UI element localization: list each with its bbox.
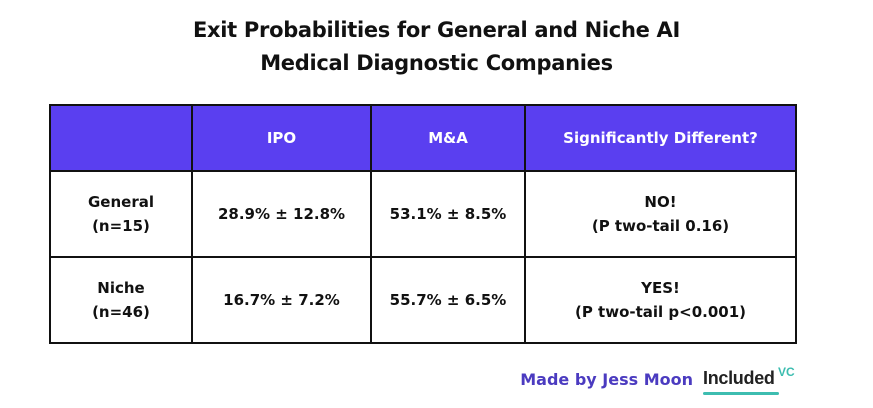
row-label-general: General (n=15) <box>49 170 193 258</box>
significance-p-value: (P two-tail p<0.001) <box>574 303 747 321</box>
cell-niche-significance: YES! (P two-tail p<0.001) <box>524 256 797 344</box>
cell-general-m-and-a: 53.1% ± 8.5% <box>370 170 526 258</box>
chart-title: Exit Probabilities for General and Niche… <box>0 14 873 80</box>
significance-verdict: NO! <box>644 193 677 211</box>
row-label-niche: Niche (n=46) <box>49 256 193 344</box>
header-empty-cell <box>49 104 193 172</box>
logo-wordmark: Included <box>703 368 775 388</box>
chart-title-line-2: Medical Diagnostic Companies <box>260 51 613 75</box>
header-m-and-a: M&A <box>370 104 526 172</box>
logo-underline <box>703 392 779 395</box>
row-label-sample-size: (n=46) <box>92 303 150 321</box>
chart-title-line-1: Exit Probabilities for General and Niche… <box>192 18 681 42</box>
cell-general-ipo: 28.9% ± 12.8% <box>191 170 372 258</box>
table-row-niche: Niche (n=46) 16.7% ± 7.2% 55.7% ± 6.5% Y… <box>49 256 797 344</box>
cell-niche-m-and-a: 55.7% ± 6.5% <box>370 256 526 344</box>
row-label-name: General <box>88 193 154 211</box>
significance-p-value: (P two-tail 0.16) <box>591 217 730 235</box>
made-by-credit: Made by Jess Moon <box>520 370 693 389</box>
table-header-row: IPO M&A Significantly Different? <box>49 104 797 172</box>
cell-niche-ipo: 16.7% ± 7.2% <box>191 256 372 344</box>
header-ipo: IPO <box>191 104 372 172</box>
footer: Made by Jess Moon Included VC <box>0 364 873 398</box>
logo-superscript: VC <box>778 365 795 379</box>
cell-general-significance: NO! (P two-tail 0.16) <box>524 170 797 258</box>
row-label-sample-size: (n=15) <box>92 217 150 235</box>
significance-verdict: YES! <box>641 279 680 297</box>
row-label-name: Niche <box>97 279 145 297</box>
header-significantly-different: Significantly Different? <box>524 104 797 172</box>
exit-probability-table: IPO M&A Significantly Different? General… <box>49 104 797 344</box>
table-row-general: General (n=15) 28.9% ± 12.8% 53.1% ± 8.5… <box>49 170 797 258</box>
included-vc-logo: Included VC <box>703 365 795 396</box>
